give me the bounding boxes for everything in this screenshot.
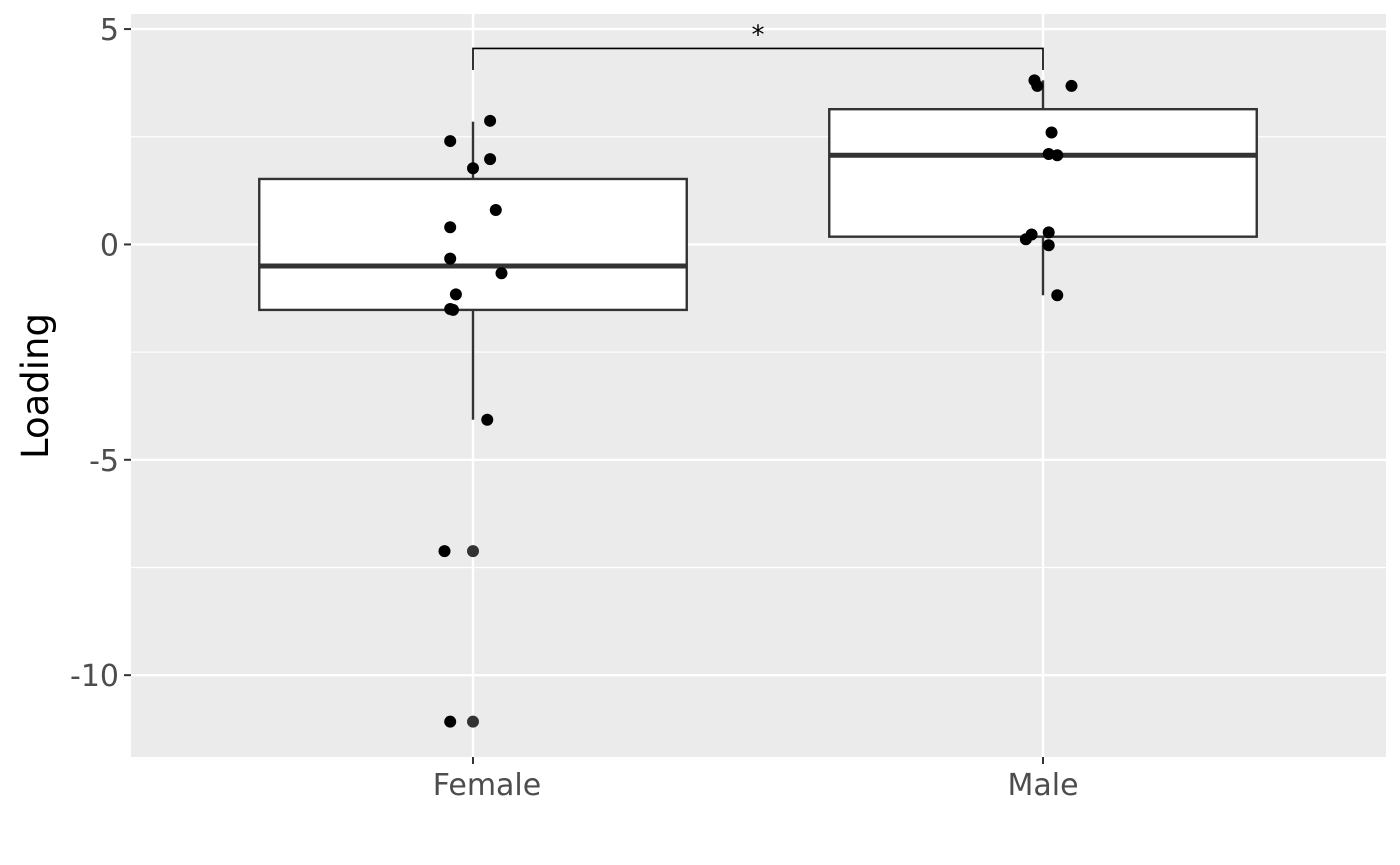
x-tick-label: Male	[1007, 768, 1078, 803]
data-point	[481, 413, 494, 426]
y-axis-title: Loading	[14, 313, 57, 459]
data-point	[444, 135, 457, 148]
bracket-line	[472, 47, 1044, 70]
data-point	[489, 203, 502, 216]
y-tick-label: -10	[70, 659, 119, 694]
data-point	[444, 221, 457, 234]
data-point	[495, 267, 508, 280]
box-layer	[258, 80, 1258, 728]
data-point	[449, 288, 462, 301]
data-point	[484, 114, 497, 127]
data-point	[484, 153, 497, 166]
significance-label: *	[752, 20, 765, 50]
box-male	[828, 80, 1258, 296]
outlier-point	[467, 545, 479, 558]
data-point	[1042, 226, 1055, 239]
data-point	[1051, 289, 1064, 302]
data-point	[1019, 233, 1032, 246]
data-point	[444, 715, 457, 728]
point-layer	[438, 74, 1078, 728]
y-tick-label: 0	[100, 228, 119, 263]
data-point	[1051, 149, 1064, 162]
data-point	[467, 162, 479, 175]
outlier-point	[467, 715, 479, 728]
y-axis: 5 0 -5 -10	[70, 13, 131, 694]
data-point	[444, 252, 457, 265]
data-point	[1045, 126, 1058, 139]
y-tick-label: -5	[89, 444, 119, 479]
box-female	[258, 121, 688, 728]
box-rect	[258, 177, 688, 312]
data-point	[1042, 239, 1055, 252]
y-tick-label: 5	[100, 13, 119, 48]
data-point	[1065, 79, 1078, 92]
box-rect	[828, 107, 1258, 238]
x-tick-label: Female	[433, 768, 541, 803]
data-point	[1031, 79, 1044, 92]
significance-bracket: *	[472, 20, 1044, 70]
data-point	[447, 303, 460, 316]
x-axis: Female Male	[433, 757, 1079, 803]
data-point	[438, 545, 451, 558]
